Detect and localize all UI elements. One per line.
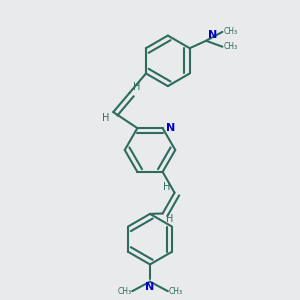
Text: N: N [208,30,217,40]
Text: CH₃: CH₃ [169,287,183,296]
Text: N: N [166,123,175,133]
Text: N: N [146,282,154,292]
Text: H: H [102,113,110,123]
Text: CH₃: CH₃ [223,42,237,51]
Text: CH₃: CH₃ [223,27,237,36]
Text: CH₃: CH₃ [117,287,131,296]
Text: H: H [164,182,171,192]
Text: H: H [133,82,141,92]
Text: H: H [167,214,174,224]
